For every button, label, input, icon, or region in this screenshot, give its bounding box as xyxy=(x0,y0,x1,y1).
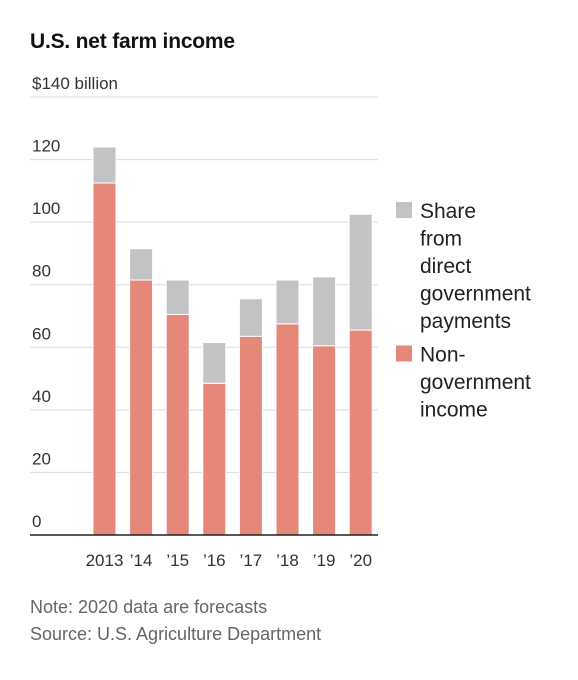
x-tick-label: ’19 xyxy=(313,551,336,570)
bar-non-government-0 xyxy=(92,182,117,536)
bar-government-0 xyxy=(92,146,117,184)
y-tick-label: 20 xyxy=(32,449,51,468)
x-tick-label: ’16 xyxy=(203,551,226,570)
axis-labels: 0 20 40 60 80 100 120 $140 billion 2013 ’14 ’15 ’16… xyxy=(32,74,372,570)
bar-government-6 xyxy=(312,276,337,347)
legend-label: Share xyxy=(420,200,476,223)
bar-government-4 xyxy=(238,298,263,337)
stacked-bar-chart: 0 20 40 60 80 100 120 $140 billion 2013 ’14 ’15 ’16… xyxy=(30,74,531,570)
legend-label: government xyxy=(420,283,531,306)
bar-non-government-7 xyxy=(348,329,373,536)
y-tick-label: 120 xyxy=(32,137,60,156)
bar-non-government-3 xyxy=(202,382,227,536)
bar-non-government-5 xyxy=(275,323,300,536)
bar-government-2 xyxy=(165,279,190,315)
chart-source: Source: U.S. Agriculture Department xyxy=(30,624,322,644)
chart-note: Note: 2020 data are forecasts xyxy=(30,597,268,617)
x-tick-label: ’20 xyxy=(349,551,372,570)
y-tick-label: 0 xyxy=(32,512,41,531)
bars xyxy=(92,146,373,536)
y-tick-label: 100 xyxy=(32,199,60,218)
x-tick-label: ’15 xyxy=(166,551,189,570)
bar-non-government-1 xyxy=(129,279,154,536)
legend-swatch-1 xyxy=(396,345,412,362)
bar-government-1 xyxy=(129,248,154,281)
x-tick-label: ’18 xyxy=(276,551,299,570)
legend-label: government xyxy=(420,371,531,394)
bar-non-government-4 xyxy=(238,335,263,536)
legend: Share from direct government payments Non-gov… xyxy=(396,200,531,422)
bar-non-government-2 xyxy=(165,313,190,536)
chart-title: U.S. net farm income xyxy=(30,30,235,53)
x-tick-label: ’17 xyxy=(240,551,263,570)
y-tick-label: 80 xyxy=(32,262,51,281)
legend-label: income xyxy=(420,399,488,422)
legend-label: direct xyxy=(420,255,472,278)
legend-label: Non- xyxy=(420,344,466,367)
y-tick-label: 60 xyxy=(32,324,51,343)
x-tick-label: 2013 xyxy=(86,551,124,570)
bar-government-3 xyxy=(202,342,227,384)
legend-swatch-0 xyxy=(396,202,412,218)
x-tick-label: ’14 xyxy=(130,551,153,570)
y-unit-label: $140 billion xyxy=(32,74,118,93)
bar-non-government-6 xyxy=(312,345,337,536)
bar-government-7 xyxy=(348,213,373,331)
legend-label: payments xyxy=(420,310,511,333)
y-tick-label: 40 xyxy=(32,387,51,406)
legend-label: from xyxy=(420,228,462,251)
bar-government-5 xyxy=(275,279,300,325)
